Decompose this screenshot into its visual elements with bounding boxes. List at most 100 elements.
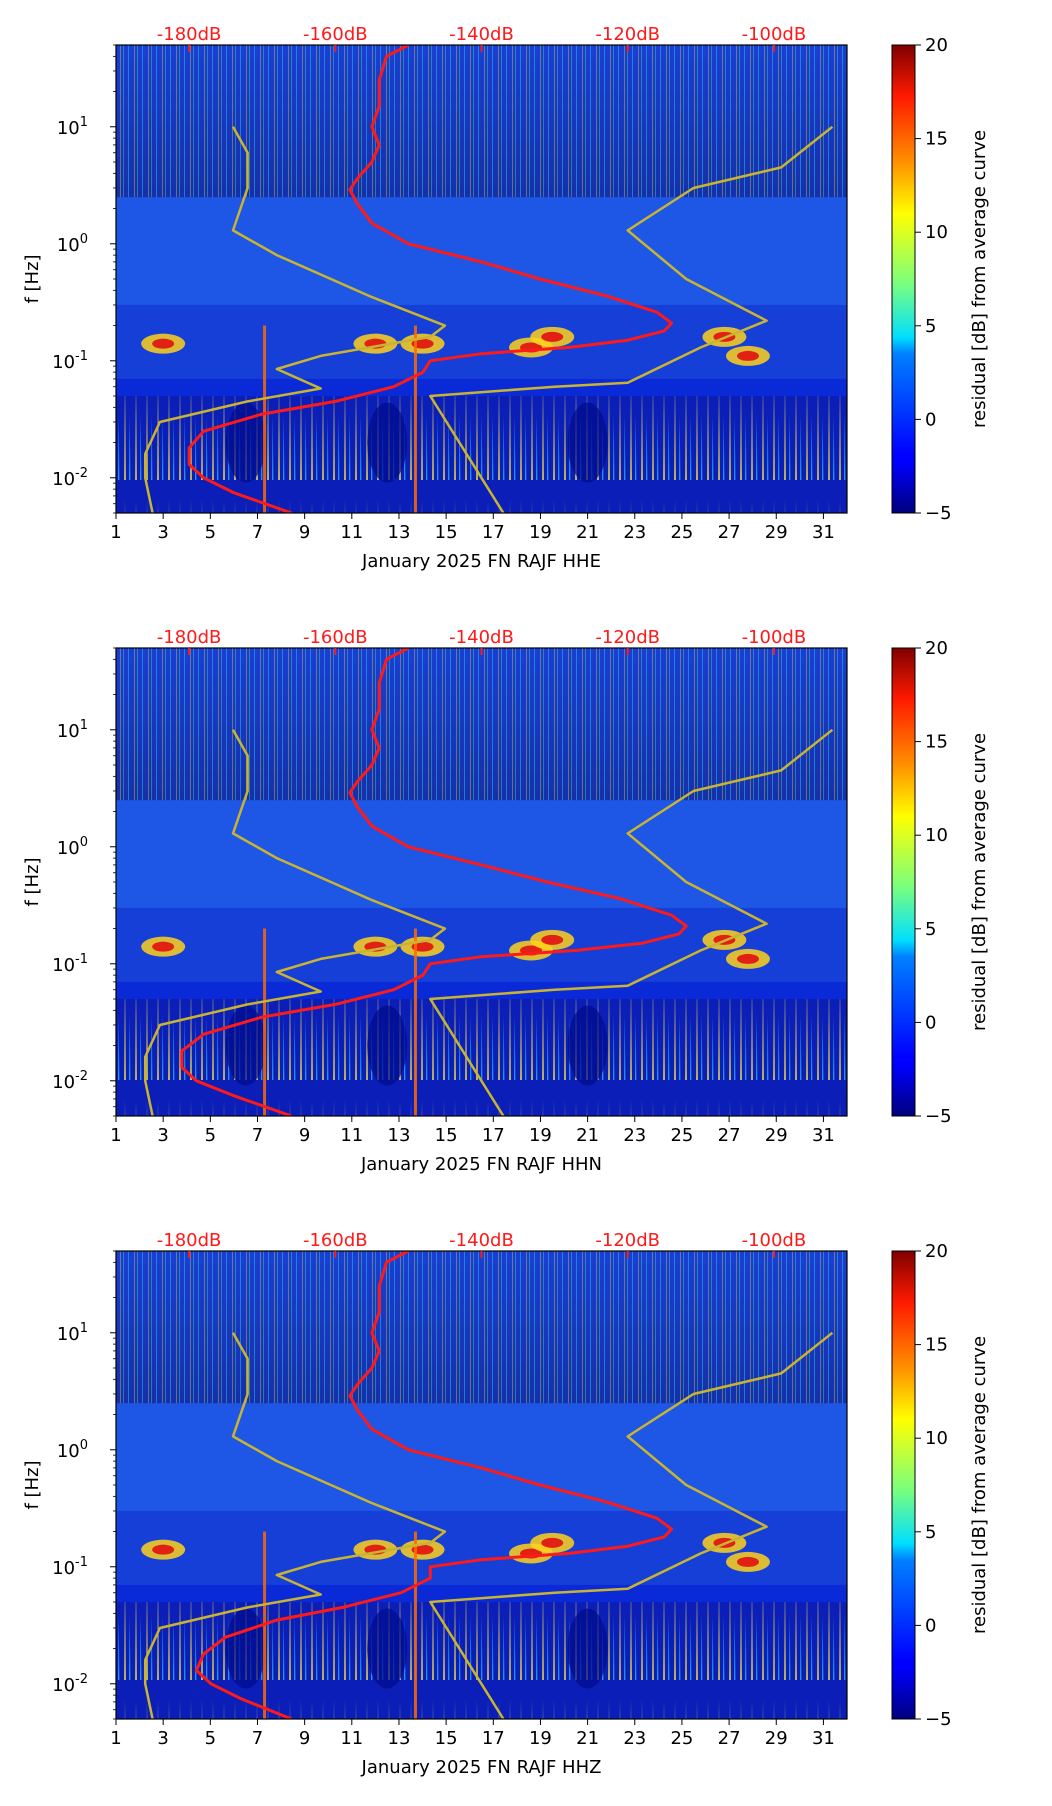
heatmap-hotspot-core [411,1544,434,1555]
colorbar-tick-label: 0 [925,1012,936,1033]
heatmap-mid-band [116,197,847,305]
colorbar-tick-label: 5 [925,316,936,337]
x-tick-label: 29 [765,1728,788,1749]
heatmap-event-line [263,325,267,513]
average-psd-curve [180,648,688,1116]
top-db-label: -100dB [742,627,807,648]
x-tick-label: 13 [388,1728,411,1749]
x-tick-label: 31 [812,1728,835,1749]
heatmap-quiet-zone [225,1608,266,1689]
heatmap-hotspot-core [152,941,175,952]
x-tick-label: 9 [299,1728,310,1749]
heatmap [116,45,847,513]
top-db-label: -180dB [157,627,222,648]
x-tick-label: 17 [482,1125,505,1146]
colorbar-tick-label: 10 [925,222,948,243]
heatmap-hotspot-core [736,350,759,361]
heatmap-quiet-zone [367,1005,408,1086]
x-tick-label: 21 [576,1125,599,1146]
top-db-label: -140dB [449,24,514,45]
nlnm-curve [143,1332,447,1719]
x-tick-label: 27 [718,522,741,543]
nlnm-curve [143,126,447,513]
heatmap-hotspot-core [736,1556,759,1567]
y-tick-label: 101 [57,718,88,742]
x-tick-label: 13 [388,1125,411,1146]
heatmap-quiet-zone [367,1608,408,1689]
heatmap-streaks [116,45,847,198]
heatmap [116,1251,847,1719]
top-db-label: -120dB [595,1230,660,1251]
x-tick-label: 31 [812,522,835,543]
x-tick-label: 23 [623,522,646,543]
colorbar-tick-label: 15 [925,732,948,753]
y-tick-label: 10-2 [52,1069,88,1093]
colorbar-tick-label: 10 [925,1428,948,1449]
x-tick-label: 3 [157,1125,168,1146]
heatmap-hotspot-core [152,338,175,349]
x-tick-label: 25 [670,1728,693,1749]
top-db-label: -180dB [157,24,222,45]
colorbar-tick-label: −5 [925,1709,952,1730]
heatmap-mid-band [116,800,847,908]
x-tick-label: 3 [157,1728,168,1749]
top-db-label: -160dB [303,627,368,648]
colorbar-tick-label: 10 [925,825,948,846]
heatmap-spikes [116,999,847,1116]
x-tick-label: 7 [252,1125,263,1146]
average-psd-curve [187,45,674,513]
heatmap-hotspot-core [411,941,434,952]
colorbar-tick-label: 5 [925,1522,936,1543]
heatmap-hotspot-core [541,1537,564,1548]
heatmap [116,648,847,1116]
y-tick-label: 10-1 [52,349,88,373]
x-tick-label: 3 [157,522,168,543]
x-tick-label: 5 [205,522,216,543]
colorbar-label: residual [dB] from average curve [969,130,990,428]
x-tick-label: 23 [623,1728,646,1749]
x-axis-label: January 2025 FN RAJF HHN [360,1154,602,1175]
x-tick-label: 1 [110,1728,121,1749]
y-axis-label: f [Hz] [22,1460,43,1509]
y-tick-label: 101 [57,1321,88,1345]
heatmap-quiet-zone [567,1608,608,1689]
x-tick-label: 5 [205,1125,216,1146]
top-db-label: -120dB [595,627,660,648]
x-tick-label: 23 [623,1125,646,1146]
x-tick-label: 9 [299,1125,310,1146]
x-tick-label: 29 [765,522,788,543]
heatmap-event-line [413,325,417,513]
x-tick-label: 5 [205,1728,216,1749]
x-tick-label: 27 [718,1125,741,1146]
heatmap-hotspot-core [411,338,434,349]
heatmap-event-line [413,1531,417,1719]
top-db-label: -120dB [595,24,660,45]
heatmap-event-line [413,928,417,1116]
x-tick-label: 29 [765,1125,788,1146]
colorbar-label: residual [dB] from average curve [969,1336,990,1634]
colorbar [891,647,916,1117]
x-tick-label: 9 [299,522,310,543]
colorbar-tick-label: 20 [925,638,948,659]
heatmap-quiet-zone [567,1005,608,1086]
x-tick-label: 19 [529,1728,552,1749]
heatmap-hotspot-core [541,934,564,945]
x-tick-label: 21 [576,522,599,543]
y-tick-label: 100 [57,1438,88,1462]
y-tick-label: 100 [57,835,88,859]
x-tick-label: 21 [576,1728,599,1749]
heatmap-quiet-zone [367,402,408,483]
x-tick-label: 15 [435,1125,458,1146]
y-tick-label: 10-1 [52,952,88,976]
x-tick-label: 13 [388,522,411,543]
colorbar-tick-label: 5 [925,919,936,940]
x-tick-label: 25 [670,1125,693,1146]
y-axis-label: f [Hz] [22,857,43,906]
x-tick-label: 19 [529,522,552,543]
colorbar-label: residual [dB] from average curve [969,733,990,1031]
heatmap-quiet-zone [567,402,608,483]
colorbar [891,44,916,514]
colorbar-tick-label: −5 [925,503,952,524]
